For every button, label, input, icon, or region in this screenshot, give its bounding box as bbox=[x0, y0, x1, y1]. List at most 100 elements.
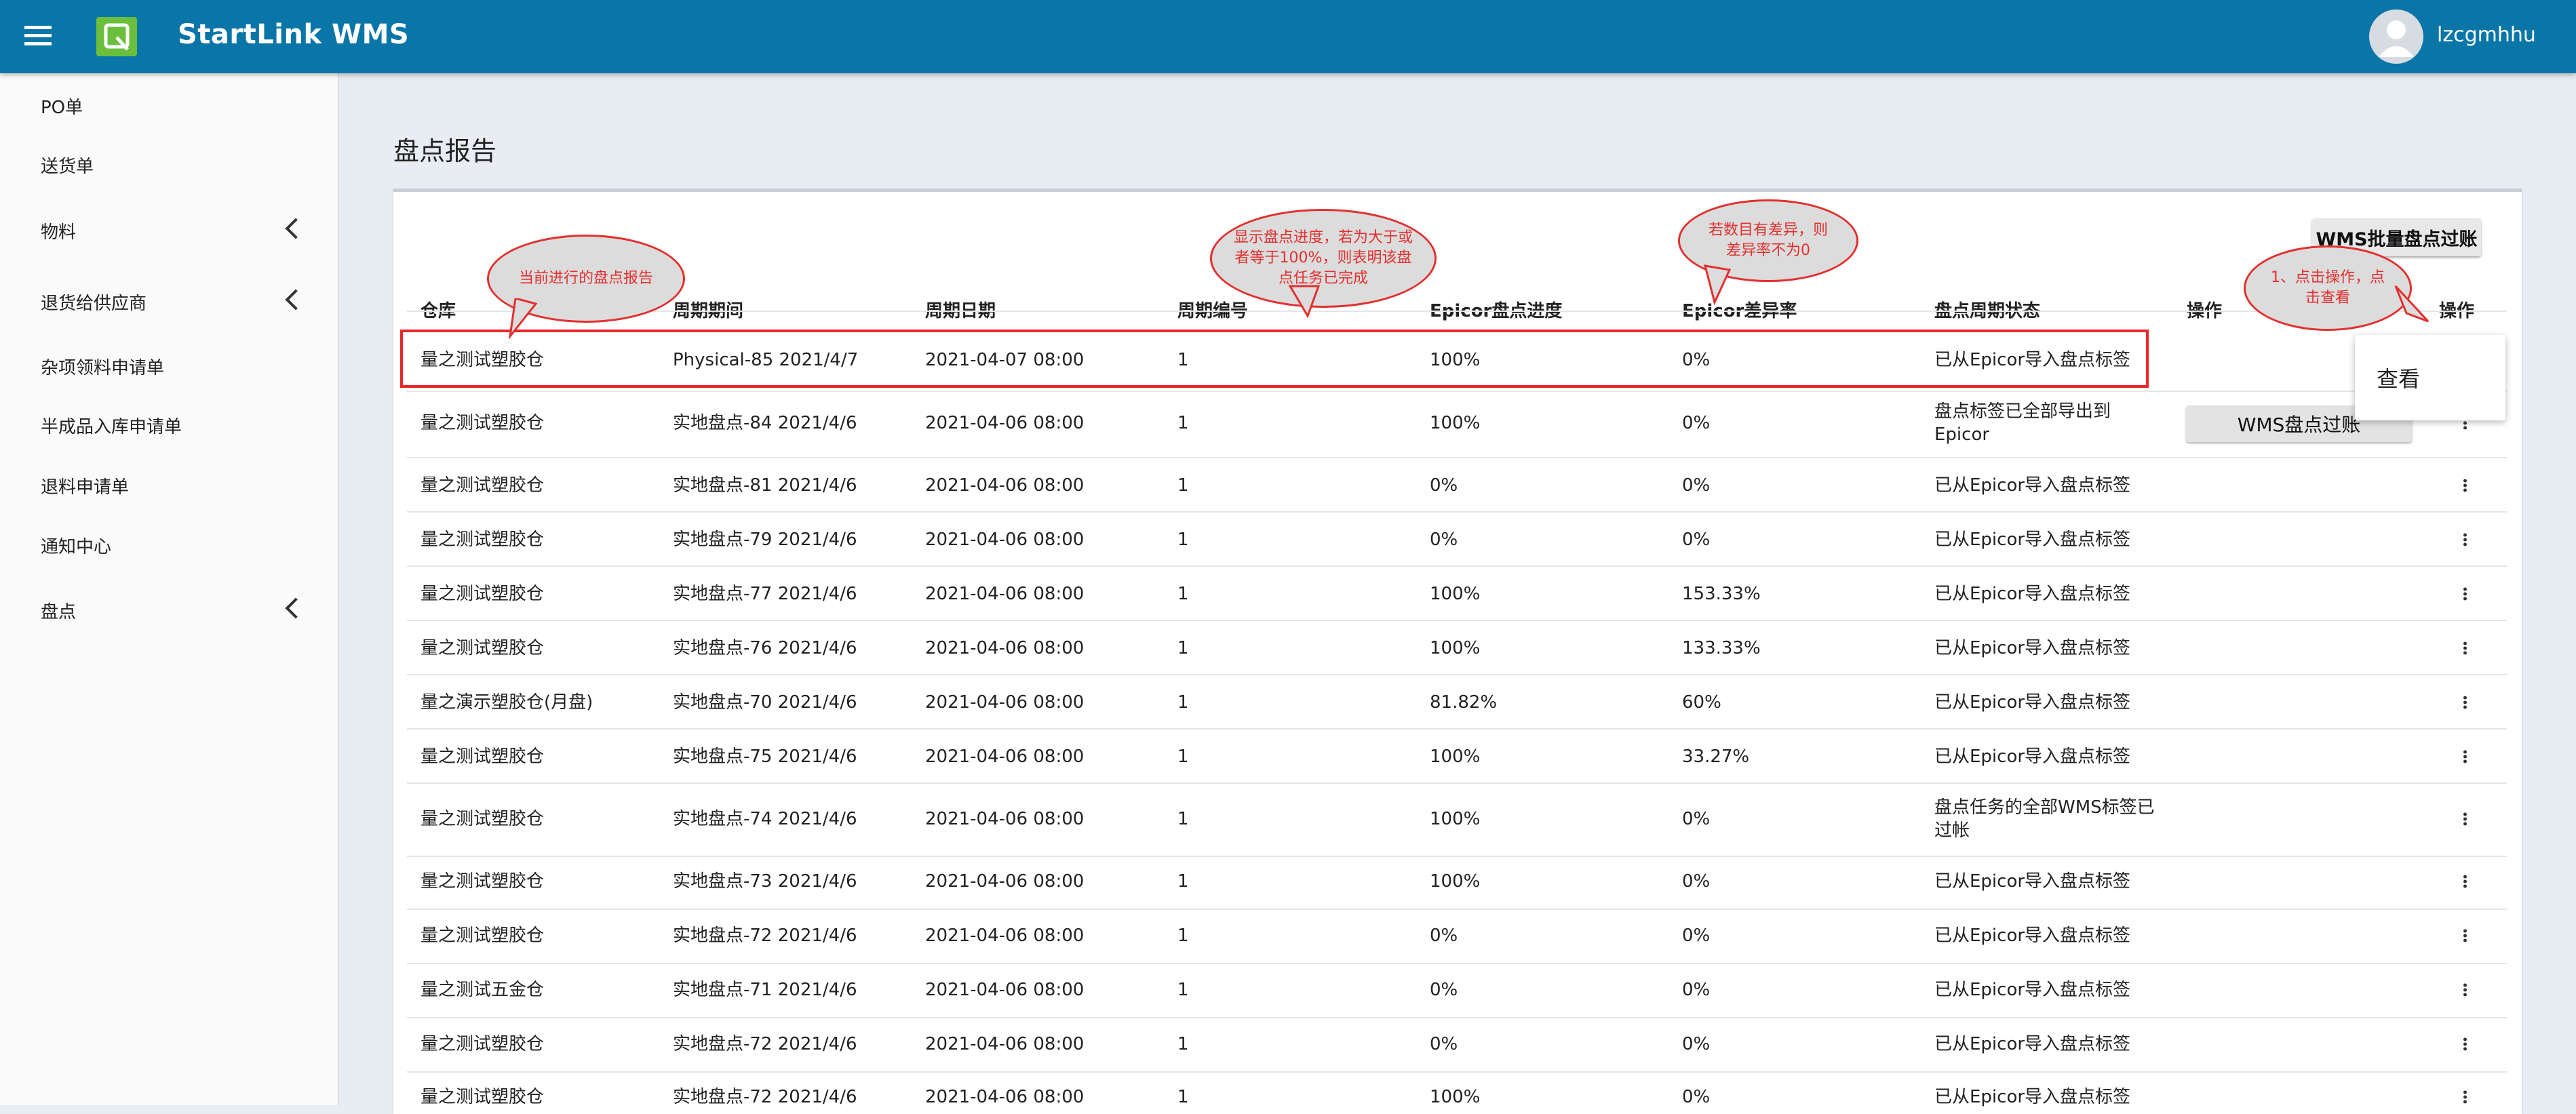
cell-date: 2021-04-06 08:00 bbox=[925, 413, 1085, 433]
cell-status: 已从Epicor导入盘点标签 bbox=[1934, 692, 2131, 713]
sidebar-item-material[interactable]: 物料 bbox=[41, 222, 77, 243]
cell-status: 已从Epicor导入盘点标签 bbox=[1934, 1034, 2131, 1054]
more-vert-icon[interactable] bbox=[2463, 812, 2467, 827]
column-header-diff-rate[interactable]: Epicor差异率 bbox=[1682, 301, 1797, 321]
user-avatar-icon[interactable] bbox=[2369, 9, 2423, 64]
sidebar-item-stocktake[interactable]: 盘点 bbox=[41, 602, 77, 622]
cell-status: 已从Epicor导入盘点标签 bbox=[1934, 747, 2131, 767]
sidebar-item-delivery[interactable]: 送货单 bbox=[41, 157, 94, 177]
annotation-current-report: 当前进行的盘点报告 bbox=[487, 235, 685, 323]
sidebar-item-notifications[interactable]: 通知中心 bbox=[41, 537, 112, 557]
cell-number: 1 bbox=[1177, 475, 1189, 496]
cell-progress: 0% bbox=[1430, 475, 1458, 496]
table-row bbox=[407, 674, 2507, 675]
table-row bbox=[407, 311, 2507, 312]
cell-period: 实地盘点-72 2021/4/6 bbox=[673, 926, 857, 946]
cell-number: 1 bbox=[1177, 350, 1189, 370]
more-vert-icon[interactable] bbox=[2463, 586, 2467, 602]
sidebar-item-semi-finished[interactable]: 半成品入库申请单 bbox=[41, 417, 182, 437]
more-vert-icon[interactable] bbox=[2463, 1090, 2467, 1105]
sidebar-item-po[interactable]: PO单 bbox=[41, 98, 83, 118]
sidebar-item-misc-issue[interactable]: 杂项领料申请单 bbox=[41, 358, 165, 378]
table-row bbox=[407, 457, 2507, 458]
column-header-status[interactable]: 盘点周期状态 bbox=[1934, 301, 2041, 321]
cell-period: Physical-85 2021/4/7 bbox=[673, 350, 859, 370]
cell-number: 1 bbox=[1177, 747, 1189, 767]
annotation-tail bbox=[1703, 264, 1732, 305]
cell-status: 已从Epicor导入盘点标签 bbox=[1934, 871, 2131, 892]
cell-warehouse: 量之测试塑胶仓 bbox=[421, 926, 545, 946]
cell-status: 已从Epicor导入盘点标签 bbox=[1934, 638, 2131, 658]
cell-diff-rate: 0% bbox=[1682, 350, 1711, 370]
more-vert-icon[interactable] bbox=[2463, 532, 2467, 548]
sidebar-item-return-request[interactable]: 退料申请单 bbox=[41, 477, 130, 498]
app-logo-icon bbox=[96, 17, 137, 56]
action-menu: 查看 bbox=[2355, 335, 2505, 420]
column-header-date[interactable]: 周期日期 bbox=[925, 301, 996, 321]
annotation-action: 1、点击操作，点击查看 bbox=[2244, 245, 2412, 331]
cell-warehouse: 量之测试塑胶仓 bbox=[421, 747, 545, 767]
cell-date: 2021-04-06 08:00 bbox=[925, 926, 1085, 946]
cell-warehouse: 量之演示塑胶仓(月盘) bbox=[421, 692, 593, 713]
cell-status: 已从Epicor导入盘点标签 bbox=[1934, 980, 2131, 1000]
cell-number: 1 bbox=[1177, 638, 1189, 658]
cell-diff-rate: 60% bbox=[1682, 692, 1721, 713]
sidebar-item-return-supplier[interactable]: 退货给供应商 bbox=[41, 294, 147, 314]
cell-status: 盘点标签已全部导出到Epicor bbox=[1934, 401, 2111, 445]
table-row bbox=[407, 511, 2507, 513]
column-header-number[interactable]: 周期编号 bbox=[1177, 301, 1249, 321]
cell-progress: 100% bbox=[1430, 638, 1481, 658]
column-header-progress[interactable]: Epicor盘点进度 bbox=[1430, 301, 1563, 321]
user-name[interactable]: lzcgmhhu bbox=[2437, 23, 2536, 47]
current-row-highlight bbox=[400, 330, 2149, 388]
annotation-tail bbox=[1288, 285, 1321, 319]
cell-status: 已从Epicor导入盘点标签 bbox=[1934, 475, 2131, 496]
cell-warehouse: 量之测试塑胶仓 bbox=[421, 350, 545, 370]
cell-number: 1 bbox=[1177, 1087, 1189, 1107]
table-row bbox=[407, 909, 2507, 910]
column-header-period[interactable]: 周期期间 bbox=[673, 301, 744, 321]
cell-diff-rate: 153.33% bbox=[1682, 584, 1761, 604]
cell-warehouse: 量之测试塑胶仓 bbox=[421, 475, 545, 496]
cell-diff-rate: 0% bbox=[1682, 1087, 1711, 1107]
table-row bbox=[407, 620, 2507, 621]
more-vert-icon[interactable] bbox=[2463, 928, 2467, 944]
more-vert-icon[interactable] bbox=[2463, 478, 2467, 494]
table-row bbox=[407, 856, 2507, 857]
column-header-warehouse[interactable]: 仓库 bbox=[421, 301, 456, 321]
cell-diff-rate: 0% bbox=[1682, 530, 1711, 550]
cell-period: 实地盘点-81 2021/4/6 bbox=[673, 475, 857, 496]
cell-number: 1 bbox=[1177, 584, 1189, 604]
cell-warehouse: 量之测试塑胶仓 bbox=[421, 1087, 545, 1107]
more-vert-icon[interactable] bbox=[2463, 874, 2467, 890]
cell-diff-rate: 0% bbox=[1682, 1034, 1711, 1054]
cell-diff-rate: 33.27% bbox=[1682, 747, 1750, 767]
cell-warehouse: 量之测试塑胶仓 bbox=[421, 1034, 545, 1054]
more-vert-icon[interactable] bbox=[2463, 695, 2467, 711]
more-vert-icon[interactable] bbox=[2463, 982, 2467, 998]
cell-number: 1 bbox=[1177, 926, 1189, 946]
table-row bbox=[407, 728, 2507, 730]
cell-period: 实地盘点-73 2021/4/6 bbox=[673, 871, 857, 892]
cell-progress: 100% bbox=[1430, 871, 1481, 892]
menu-icon[interactable] bbox=[24, 26, 52, 46]
cell-progress: 81.82% bbox=[1430, 692, 1498, 713]
table-row bbox=[407, 963, 2507, 964]
cell-number: 1 bbox=[1177, 1034, 1189, 1054]
cell-progress: 100% bbox=[1430, 350, 1481, 370]
cell-status: 已从Epicor导入盘点标签 bbox=[1934, 1087, 2131, 1107]
table-row bbox=[407, 1071, 2507, 1073]
annotation-progress: 显示盘点进度，若为大于或者等于100%，则表明该盘点任务已完成 bbox=[1210, 209, 1437, 308]
cell-period: 实地盘点-75 2021/4/6 bbox=[673, 747, 857, 767]
more-vert-icon[interactable] bbox=[2463, 1037, 2467, 1052]
cell-date: 2021-04-06 08:00 bbox=[925, 871, 1085, 892]
more-vert-icon[interactable] bbox=[2463, 641, 2467, 656]
cell-number: 1 bbox=[1177, 692, 1189, 713]
cell-period: 实地盘点-71 2021/4/6 bbox=[673, 980, 857, 1000]
cell-diff-rate: 0% bbox=[1682, 413, 1711, 433]
cell-number: 1 bbox=[1177, 980, 1189, 1000]
more-vert-icon[interactable] bbox=[2463, 749, 2467, 765]
cell-number: 1 bbox=[1177, 530, 1189, 550]
cell-status: 已从Epicor导入盘点标签 bbox=[1934, 530, 2131, 550]
menu-item-view[interactable]: 查看 bbox=[2377, 366, 2421, 392]
